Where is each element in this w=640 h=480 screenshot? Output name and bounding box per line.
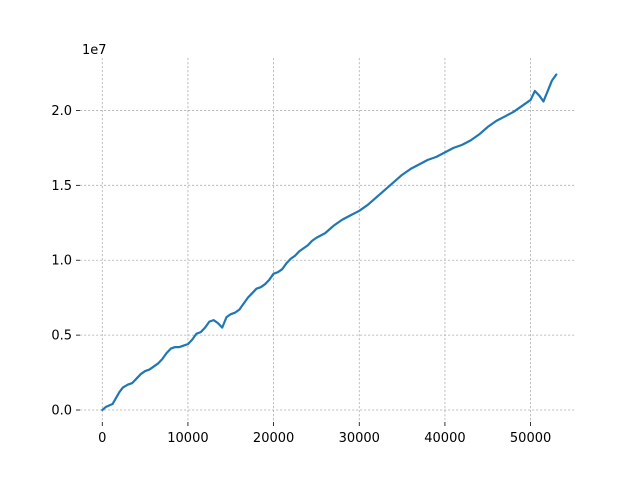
series-layer [102,74,556,410]
x-tick-label: 40000 [424,431,465,446]
series-line [102,74,556,410]
y-tick-label: 2.0 [51,104,72,119]
y-tick-label: 0.0 [51,404,72,419]
x-tick-label: 0 [98,431,106,446]
y-tick-label: 0.5 [51,329,72,344]
y-tick-label: 1.0 [51,254,72,269]
y-axis-offset-label: 1e7 [82,43,107,58]
y-tick-label: 1.5 [51,179,72,194]
axes: 0 10000 20000 30000 40000 50000 0.0 0.5 1.0 1.5 2.… [51,104,551,446]
x-tick-label: 20000 [253,431,294,446]
x-tick-label: 50000 [510,431,551,446]
x-tick-label: 10000 [167,431,208,446]
x-tick-label: 30000 [339,431,380,446]
